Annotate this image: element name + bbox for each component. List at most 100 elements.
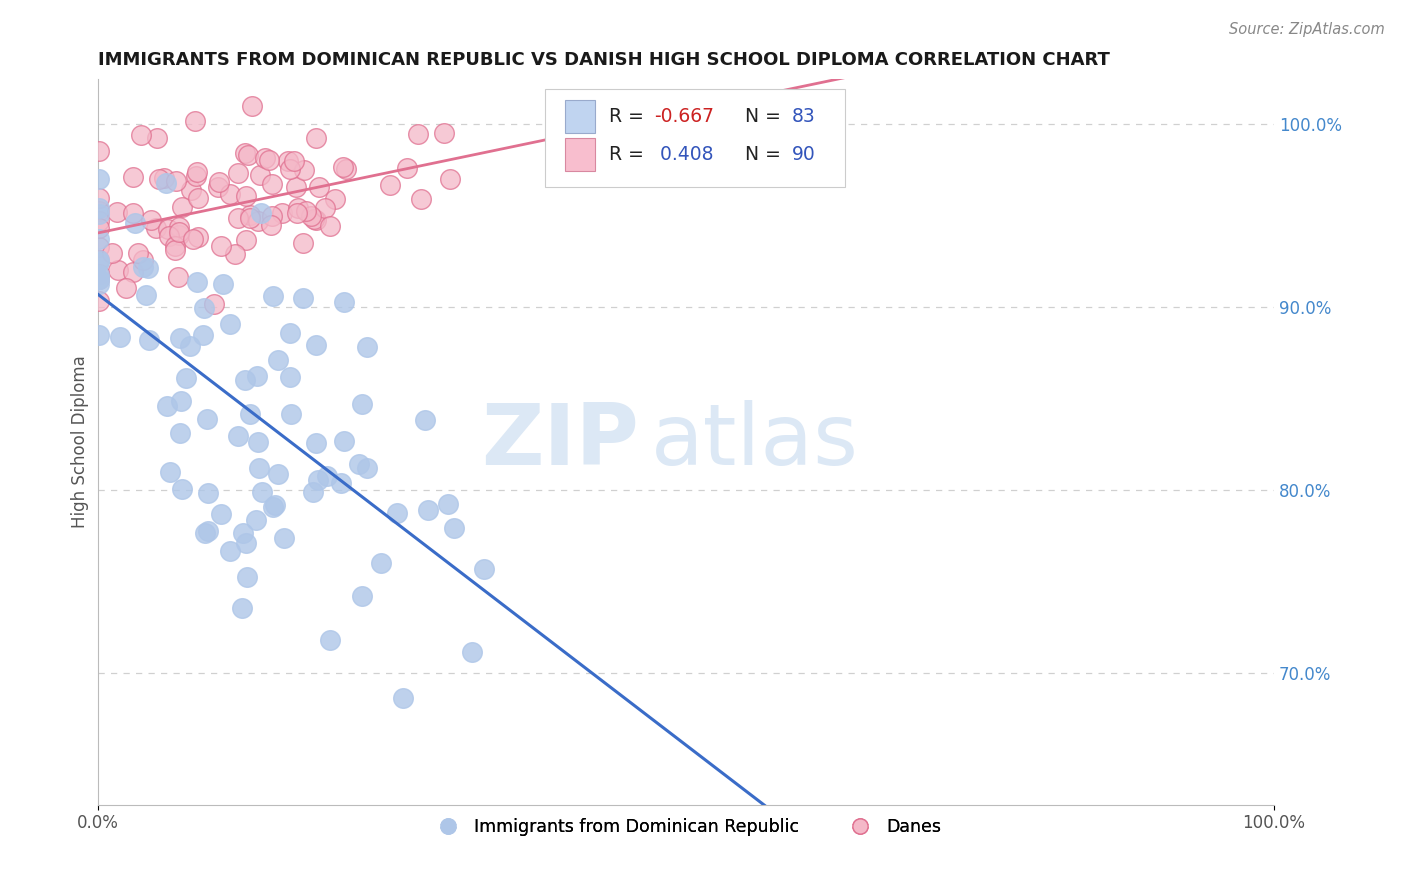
Point [179,339,201,353]
Text: N =: N = [745,145,786,164]
Point [299,209,322,223]
Point [262,289,284,303]
Point [165,239,187,253]
Point [246,214,269,228]
Point [253,151,276,165]
Point [146,131,169,145]
Point [267,467,290,481]
Point [170,482,193,496]
Point [271,206,294,220]
Point [218,186,240,201]
Point [240,99,263,113]
Point [87,253,110,268]
Point [87,293,110,308]
Point [231,600,253,615]
Point [121,265,143,279]
Point [165,174,187,188]
Point [350,396,373,410]
Y-axis label: High School Diploma: High School Diploma [72,355,89,528]
Point [249,169,271,183]
Point [101,245,124,260]
Point [264,498,287,512]
Point [174,370,197,384]
Point [167,269,190,284]
Point [305,338,328,352]
Point [169,425,191,440]
Point [308,180,330,194]
Point [87,277,110,292]
Point [156,399,179,413]
Point [226,166,249,180]
Point [155,176,177,190]
Text: atlas: atlas [651,401,859,483]
Point [191,328,214,343]
Point [167,225,190,239]
Point [408,127,430,141]
Point [181,232,204,246]
Point [87,191,110,205]
Point [187,191,209,205]
Point [250,206,273,220]
Point [392,691,415,706]
FancyBboxPatch shape [565,101,595,133]
Point [235,536,257,550]
Point [209,507,232,521]
Point [157,222,180,236]
Point [87,204,110,219]
Point [87,253,110,268]
Point [245,512,267,526]
Point [333,295,356,310]
FancyBboxPatch shape [544,89,845,187]
Point [335,161,357,176]
Point [302,212,325,227]
Point [472,561,495,575]
Point [239,211,262,225]
Point [219,318,242,332]
Point [396,161,419,175]
Point [170,394,193,409]
Point [108,329,131,343]
Point [87,201,110,215]
Text: N =: N = [745,107,786,126]
Point [378,178,401,193]
Point [163,244,186,258]
Point [245,368,267,383]
Point [437,497,460,511]
Point [124,216,146,230]
Point [292,163,315,178]
Point [87,271,110,285]
Point [87,271,110,285]
Point [277,154,299,169]
Point [283,154,305,169]
Point [170,200,193,214]
Point [439,172,461,186]
Point [239,407,262,421]
Point [285,205,308,219]
Point [307,473,329,487]
Point [333,434,356,448]
Point [330,476,353,491]
Point [235,233,257,247]
Point [195,412,218,426]
Point [280,407,302,421]
Point [257,153,280,168]
Point [136,260,159,275]
Point [209,238,232,252]
Point [295,204,318,219]
Point [284,180,307,194]
Point [87,327,110,342]
Point [247,435,270,450]
Point [186,165,208,179]
Point [186,275,208,289]
Point [145,220,167,235]
Text: IMMIGRANTS FROM DOMINICAN REPUBLIC VS DANISH HIGH SCHOOL DIPLOMA CORRELATION CHA: IMMIGRANTS FROM DOMINICAN REPUBLIC VS DA… [97,51,1109,69]
Point [157,228,180,243]
Point [186,169,208,183]
Point [208,175,231,189]
Point [239,209,262,223]
Point [236,148,259,162]
Point [139,212,162,227]
Point [443,521,465,535]
Point [87,207,110,221]
Text: R =: R = [609,107,650,126]
